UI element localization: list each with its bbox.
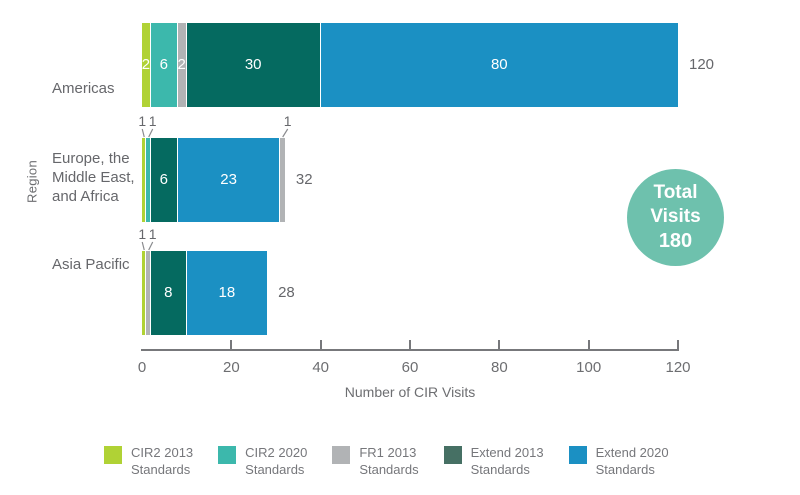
x-axis-tick <box>498 340 501 349</box>
segment-value: 23 <box>220 171 237 189</box>
x-axis-tick-label: 20 <box>222 359 240 376</box>
x-axis-tick-label: 120 <box>665 359 691 376</box>
x-axis-tick-label: 60 <box>401 359 419 376</box>
legend-item-cir2_2013: CIR2 2013 Standards <box>104 444 193 478</box>
bar-segment-fr1_2013 <box>146 251 151 335</box>
segment-value: 2 <box>141 56 151 74</box>
x-axis-tick <box>319 340 322 349</box>
bar-segment-extend_2020: 80 <box>320 23 678 107</box>
legend-swatch-extend_2013 <box>443 446 462 464</box>
legend-label: FR1 2013 Standards <box>359 445 419 477</box>
total-visits-badge: Total Visits 180 <box>627 169 724 266</box>
legend-swatch-fr1_2013 <box>332 446 351 464</box>
x-axis-tick-label: 80 <box>490 359 508 376</box>
legend-item-cir2_2020: CIR2 2020 Standards <box>218 444 307 478</box>
segment-value: 80 <box>490 56 508 74</box>
legend: CIR2 2013 Standards CIR2 2020 Standards FR… <box>104 444 669 478</box>
x-axis-tick-label: 40 <box>312 359 329 376</box>
category-label: Americas <box>52 80 115 97</box>
total-visits-label: Total Visits <box>650 182 701 227</box>
segment-value: 8 <box>164 284 173 302</box>
legend-label: CIR2 2013 Standards <box>131 445 194 477</box>
category-label: Europe, the Middle East, and Africa <box>52 150 135 205</box>
x-axis-tick <box>677 340 679 349</box>
segment-value: 2 <box>177 56 186 74</box>
bar-segment-cir2_2020: 6 <box>150 23 178 107</box>
x-axis-tick-label: 100 <box>576 359 602 376</box>
bar-total: 120 <box>689 56 715 73</box>
x-axis-tick <box>230 340 233 349</box>
bar-segment-cir2_2020 <box>146 138 151 222</box>
segment-value: 6 <box>159 171 168 189</box>
legend-swatch-extend_2020 <box>568 446 587 464</box>
bar-segment-extend_2020: 23 <box>177 138 281 222</box>
x-axis-tick <box>409 340 411 349</box>
bar-segment-fr1_2013: 2 <box>178 23 187 107</box>
bar-segment-extend_2013: 30 <box>186 23 321 107</box>
segment-value: 6 <box>159 56 168 74</box>
legend-label: CIR2 2020 Standards <box>245 445 308 477</box>
bar-segment-cir2_2013 <box>142 138 147 222</box>
x-axis-tick-label: 0 <box>137 359 147 376</box>
segment-value: 18 <box>218 284 236 302</box>
bar-segment-cir2_2013: 2 <box>142 23 151 107</box>
bar-segment-cir2_2013 <box>142 251 147 335</box>
segment-value: 30 <box>244 56 262 74</box>
segment-callout-value: 1 <box>283 113 292 129</box>
segment-callout-value: 1 <box>148 113 157 129</box>
bar-segment-extend_2013: 6 <box>150 138 178 222</box>
bar-total: 28 <box>278 284 295 301</box>
legend-item-fr1_2013: FR1 2013 Standards <box>332 444 419 478</box>
legend-item-extend_2020: Extend 2020 Standards <box>568 444 669 478</box>
category-label: Asia Pacific <box>52 256 130 273</box>
legend-label: Extend 2020 Standards <box>595 445 669 477</box>
total-visits-value: 180 <box>658 230 693 252</box>
bar-total: 32 <box>295 171 313 188</box>
segment-callout-value: 1 <box>138 113 147 129</box>
bar-segment-fr1_2013 <box>280 138 285 222</box>
x-axis-tick <box>587 340 590 349</box>
legend-label: Extend 2013 Standards <box>470 445 544 477</box>
legend-swatch-cir2_2020 <box>218 446 237 464</box>
bar-segment-extend_2020: 18 <box>186 251 268 335</box>
bar-segment-extend_2013: 8 <box>150 251 187 335</box>
x-axis-title: Number of CIR Visits <box>344 384 476 400</box>
legend-item-extend_2013: Extend 2013 Standards <box>443 444 544 478</box>
segment-callout-value: 1 <box>138 226 147 242</box>
legend-swatch-cir2_2013 <box>104 446 122 464</box>
segment-callout-value: 1 <box>148 226 157 242</box>
x-axis-line <box>141 349 679 351</box>
y-axis-title: Region <box>24 160 40 203</box>
